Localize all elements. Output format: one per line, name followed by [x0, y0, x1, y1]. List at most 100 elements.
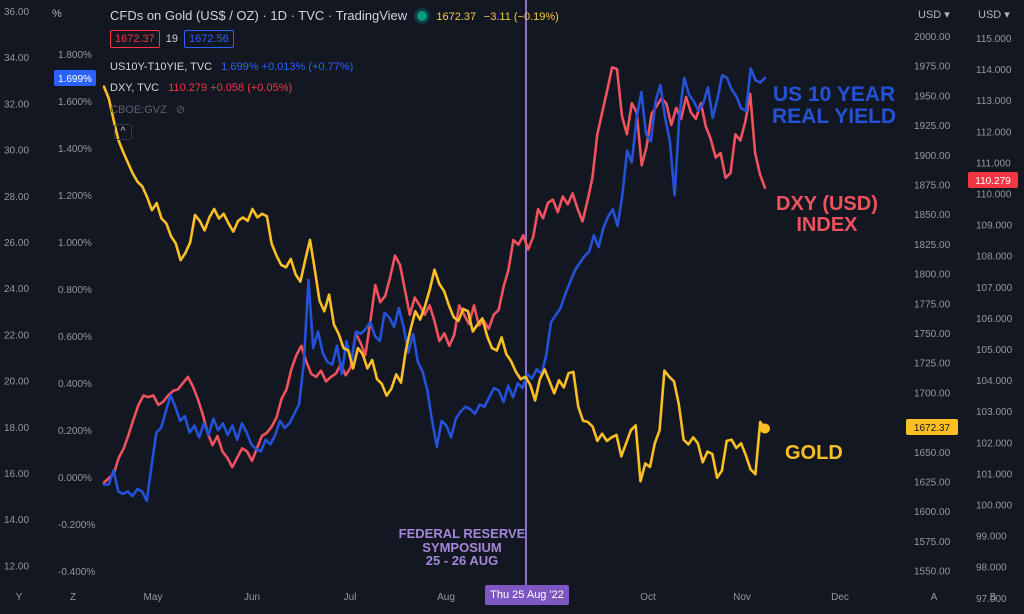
right-dxy-tick: 109.000	[976, 221, 1013, 232]
legend-gvz[interactable]: CBOE:GVZ ⊘	[110, 103, 185, 116]
chart-header: CFDs on Gold (US$ / OZ) · 1D · TVC · Tra…	[110, 8, 559, 23]
right-dxy-tick: 107.000	[976, 283, 1013, 294]
right-dxy-tick: 110.000	[976, 190, 1012, 201]
right-gold-axis: 2000.00 1975.00 1950.00 1925.00 1900.00 1875.…	[914, 32, 951, 578]
right-gold-tick: 2000.00	[914, 32, 951, 43]
right-gold-tick: 1625.00	[914, 478, 951, 489]
dxy-currency-select[interactable]: USD ▾	[978, 9, 1010, 21]
right-gold-tick: 1575.00	[914, 537, 951, 548]
legend-dxy-values: 110.279 +0.058 (+0.05%)	[168, 82, 293, 94]
right-dxy-tick: 115.000	[976, 34, 1012, 45]
fed-annotation-text: FEDERAL RESERVE SYMPOSIUM 25 - 26 AUG	[398, 526, 526, 569]
dxy-price-badge-text: 110.279	[975, 176, 1011, 187]
left-inner-tick: 0.400%	[58, 379, 92, 390]
dxy-annotation-text: DXY (USD) INDEX	[776, 193, 878, 236]
b-button: B	[990, 592, 997, 603]
left-outer-tick: 16.00	[4, 469, 29, 480]
legend-us10y-values: 1.699% +0.013% (+0.77%)	[221, 61, 354, 73]
market-open-icon	[416, 10, 427, 21]
left-outer-tick: 18.00	[4, 423, 29, 434]
gold-last-point	[760, 423, 770, 434]
right-dxy-tick: 105.000	[976, 345, 1013, 356]
us10y-annotation-text: US 10 YEAR REAL YIELD	[772, 83, 897, 129]
series-lines	[102, 66, 770, 503]
legend-dxy[interactable]: DXY, TVC 110.279 +0.058 (+0.05%)	[110, 82, 292, 94]
right-dxy-tick: 104.000	[976, 376, 1013, 387]
gold-line[interactable]	[102, 85, 767, 483]
auto-scale-button: A	[931, 592, 938, 603]
right-gold-tick: 1800.00	[914, 270, 951, 281]
left-inner-tick: 0.600%	[58, 332, 92, 343]
price-badges: 1.699% 110.279 1672.37	[54, 70, 1018, 435]
spread-value: 19	[165, 33, 179, 45]
right-gold-tick: 1825.00	[914, 240, 951, 251]
us10y-price-badge: 1.699%	[54, 70, 96, 86]
right-dxy-tick: 114.000	[976, 65, 1012, 76]
left-inner-tick: 1.400%	[58, 144, 92, 155]
right-dxy-tick: 99.000	[976, 532, 1007, 543]
crosshair-date-badge: Thu 25 Aug '22	[485, 585, 569, 605]
gold-price-badge: 1672.37	[906, 419, 958, 435]
gold-currency-select[interactable]: USD ▾	[918, 9, 950, 21]
left-outer-axis: 36.00 34.00 32.00 30.00 28.00 26.00 24.00 22.00…	[4, 7, 29, 572]
left-outer-tick: 32.00	[4, 99, 29, 110]
left-inner-tick: -0.400%	[58, 567, 95, 578]
left-outer-tick: 34.00	[4, 53, 29, 64]
header-price: 1672.37	[436, 11, 477, 23]
x-axis-label: Oct	[640, 592, 656, 603]
buy-price-box[interactable]: 1672.56	[184, 30, 234, 48]
left-inner-tick: 0.200%	[58, 426, 92, 437]
right-dxy-tick: 98.000	[976, 563, 1007, 574]
left-outer-tick: 22.00	[4, 330, 29, 341]
left-inner-tick: 1.800%	[58, 50, 92, 61]
right-dxy-tick: 112.000	[976, 127, 1012, 138]
sell-price-box[interactable]: 1672.37	[110, 30, 160, 48]
right-dxy-tick: 106.000	[976, 314, 1013, 325]
left-outer-tick: 20.00	[4, 377, 29, 388]
right-gold-tick: 1975.00	[914, 62, 951, 73]
left-inner-axis: 1.800% 1.600% 1.400% 1.200% 1.000% 0.800% 0.60…	[58, 50, 95, 578]
us10y-price-badge-text: 1.699%	[58, 74, 92, 85]
legend-gvz-name: CBOE:GVZ	[110, 104, 167, 116]
x-axis-label: Jul	[344, 592, 357, 603]
us10y-annotation: US 10 YEAR REAL YIELD	[772, 83, 897, 129]
left-inner-tick: 0.800%	[58, 285, 92, 296]
left-inner-tick: 0.000%	[58, 473, 92, 484]
right-gold-tick: 1750.00	[914, 329, 951, 340]
right-dxy-axis: 115.000 114.000 113.000 112.000 111.000 110.0…	[976, 34, 1013, 605]
legend-us10y[interactable]: US10Y-T10YIE, TVC 1.699% +0.013% (+0.77%…	[110, 61, 353, 73]
gold-annotation-text: GOLD	[785, 442, 843, 464]
x-axis-label: Nov	[733, 592, 751, 603]
header-change: −3.11 (−0.19%)	[483, 11, 559, 23]
eye-hidden-icon[interactable]: ⊘	[175, 104, 186, 116]
right-dxy-tick: 113.000	[976, 96, 1012, 107]
legend-us10y-name: US10Y-T10YIE, TVC	[110, 61, 213, 73]
right-dxy-tick: 102.000	[976, 438, 1013, 449]
dxy-price-badge: 110.279	[968, 172, 1018, 188]
left-outer-tick: 12.00	[4, 561, 29, 572]
right-gold-tick: 1900.00	[914, 151, 951, 162]
left-inner-tick: -0.200%	[58, 520, 95, 531]
right-gold-tick: 1775.00	[914, 299, 951, 310]
left-outer-tick: 28.00	[4, 192, 29, 203]
legend-dxy-name: DXY, TVC	[110, 82, 160, 94]
gold-annotation: GOLD	[785, 443, 843, 464]
symbol-title[interactable]: CFDs on Gold (US$ / OZ) · 1D · TVC · Tra…	[110, 8, 408, 23]
dxy-annotation: DXY (USD) INDEX	[776, 194, 878, 236]
right-gold-tick: 1725.00	[914, 359, 951, 370]
right-gold-tick: 1700.00	[914, 388, 951, 399]
left-outer-tick: 30.00	[4, 146, 29, 157]
right-gold-tick: 1550.00	[914, 567, 951, 578]
right-gold-tick: 1600.00	[914, 507, 951, 518]
left-outer-tick: 14.00	[4, 515, 29, 526]
right-dxy-tick: 97.000	[976, 594, 1007, 605]
left-outer-tick: 26.00	[4, 238, 29, 249]
left-outer-tick: 24.00	[4, 284, 29, 295]
left-inner-tick: 1.200%	[58, 191, 92, 202]
right-dxy-tick: 103.000	[976, 407, 1013, 418]
collapse-legend-button[interactable]: ^	[114, 124, 132, 140]
us10y-line[interactable]	[102, 67, 767, 503]
y-axis-button: Y	[16, 592, 23, 603]
